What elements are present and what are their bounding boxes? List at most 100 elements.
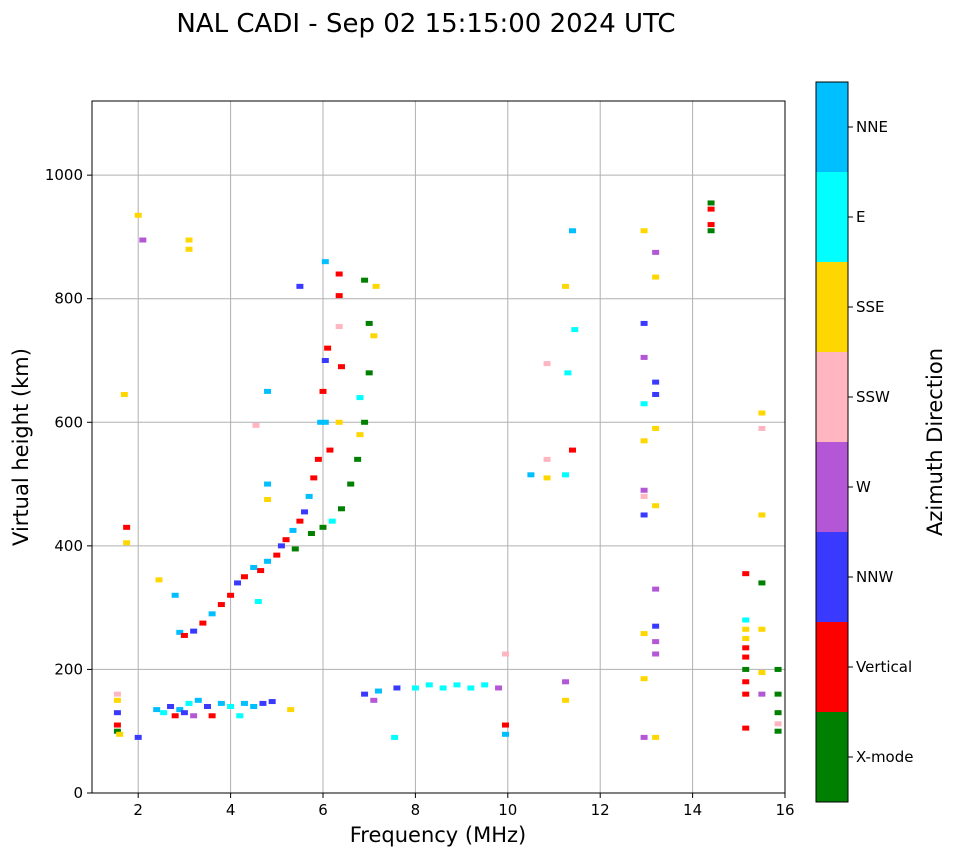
data-point-nnw	[652, 379, 660, 385]
data-point-vertical	[257, 568, 265, 574]
data-point-nne	[176, 707, 184, 713]
data-point-vertical	[208, 713, 216, 719]
data-point-e	[227, 704, 235, 709]
data-point-vertical	[707, 206, 715, 212]
data-point-sse	[287, 707, 295, 713]
data-point-w	[652, 586, 660, 592]
data-point-e	[254, 598, 262, 604]
data-point-sse	[652, 503, 660, 509]
data-point-x-mode	[307, 531, 315, 536]
data-point-vertical	[742, 679, 750, 685]
x-axis-label: Frequency (MHz)	[350, 823, 526, 847]
data-point-ssw	[252, 422, 260, 428]
data-point-nnw	[259, 700, 267, 706]
data-point-e	[391, 734, 399, 740]
data-point-vertical	[180, 632, 188, 638]
data-point-x-mode	[361, 419, 369, 425]
y-tick-label: 1000	[45, 166, 83, 184]
data-points	[113, 200, 782, 740]
colorbar-segment-nne	[816, 82, 848, 172]
data-point-vertical	[310, 475, 318, 481]
data-point-nnw	[393, 685, 401, 691]
data-point-nne	[289, 527, 297, 533]
data-point-sse	[742, 636, 750, 642]
data-point-sse	[562, 697, 570, 703]
data-point-nne	[264, 558, 272, 564]
data-point-w	[758, 691, 766, 697]
y-tick-label: 0	[73, 784, 83, 802]
data-point-vertical	[314, 456, 322, 462]
data-point-e	[742, 617, 750, 623]
data-point-nnw	[301, 509, 309, 515]
data-point-nnw	[652, 623, 660, 629]
colorbar-segment-w	[816, 442, 848, 532]
data-point-sse	[640, 228, 648, 234]
data-point-vertical	[742, 571, 750, 577]
data-point-sse	[356, 432, 364, 438]
data-point-ssw	[501, 651, 509, 657]
data-point-vertical	[113, 722, 121, 728]
data-point-nne	[527, 472, 535, 478]
data-point-vertical	[742, 691, 750, 697]
x-tick-label: 4	[226, 801, 236, 819]
colorbar-segment-nnw	[816, 532, 848, 622]
data-point-nnw	[268, 699, 276, 705]
colorbar-label-sse: SSE	[856, 298, 885, 316]
plot-area: 2 4 6 8 10 12 14 16 0 200 400 600 800 1000	[45, 100, 795, 819]
data-point-nnw	[361, 691, 369, 697]
data-point-sse	[543, 475, 551, 481]
data-point-sse	[120, 391, 128, 397]
plot-border	[91, 100, 786, 794]
data-point-e	[562, 472, 570, 478]
data-point-vertical	[123, 524, 131, 530]
x-tick-label: 6	[318, 801, 328, 819]
colorbar-segment-ssw	[816, 352, 848, 442]
data-point-sse	[123, 540, 131, 546]
data-point-vertical	[240, 574, 248, 580]
data-point-vertical	[335, 271, 343, 277]
data-point-vertical	[217, 602, 225, 608]
data-point-sse	[116, 731, 124, 737]
y-tick-label: 600	[54, 413, 83, 431]
data-point-nne	[176, 629, 184, 635]
data-point-vertical	[171, 713, 179, 719]
data-point-sse	[134, 212, 142, 218]
data-point-x-mode	[361, 277, 369, 283]
data-point-nne	[217, 700, 225, 706]
data-point-nne	[321, 419, 329, 425]
data-point-nne	[317, 419, 325, 425]
data-point-nnw	[296, 283, 304, 289]
data-point-sse	[652, 425, 660, 431]
data-point-e	[236, 713, 244, 719]
colorbar-label-nnw: NNW	[856, 568, 893, 586]
data-point-x-mode	[742, 666, 750, 672]
data-point-nne	[250, 704, 258, 709]
data-point-e	[328, 518, 336, 524]
data-point-w	[640, 734, 648, 740]
colorbar-segment-x-mode	[816, 712, 848, 802]
data-point-nne	[208, 611, 216, 617]
data-point-x-mode	[337, 506, 345, 512]
data-point-vertical	[742, 654, 750, 660]
data-point-x-mode	[774, 728, 782, 734]
data-point-e	[571, 327, 579, 333]
data-point-nnw	[134, 734, 142, 740]
data-point-sse	[652, 734, 660, 740]
colorbar-segment-sse	[816, 262, 848, 352]
data-point-sse	[185, 237, 193, 243]
data-point-e	[467, 685, 475, 691]
data-point-vertical	[337, 364, 345, 370]
data-point-ssw	[758, 425, 766, 431]
data-point-nnw	[180, 710, 188, 716]
data-point-ssw	[335, 324, 343, 330]
data-point-w	[190, 713, 198, 719]
data-point-e	[640, 401, 648, 407]
data-point-sse	[372, 283, 380, 289]
data-point-w	[495, 685, 503, 691]
data-point-sse	[264, 497, 272, 503]
x-tick-label: 14	[683, 801, 702, 819]
data-point-nne	[321, 259, 329, 265]
data-point-w	[640, 487, 648, 493]
data-point-sse	[155, 577, 163, 583]
